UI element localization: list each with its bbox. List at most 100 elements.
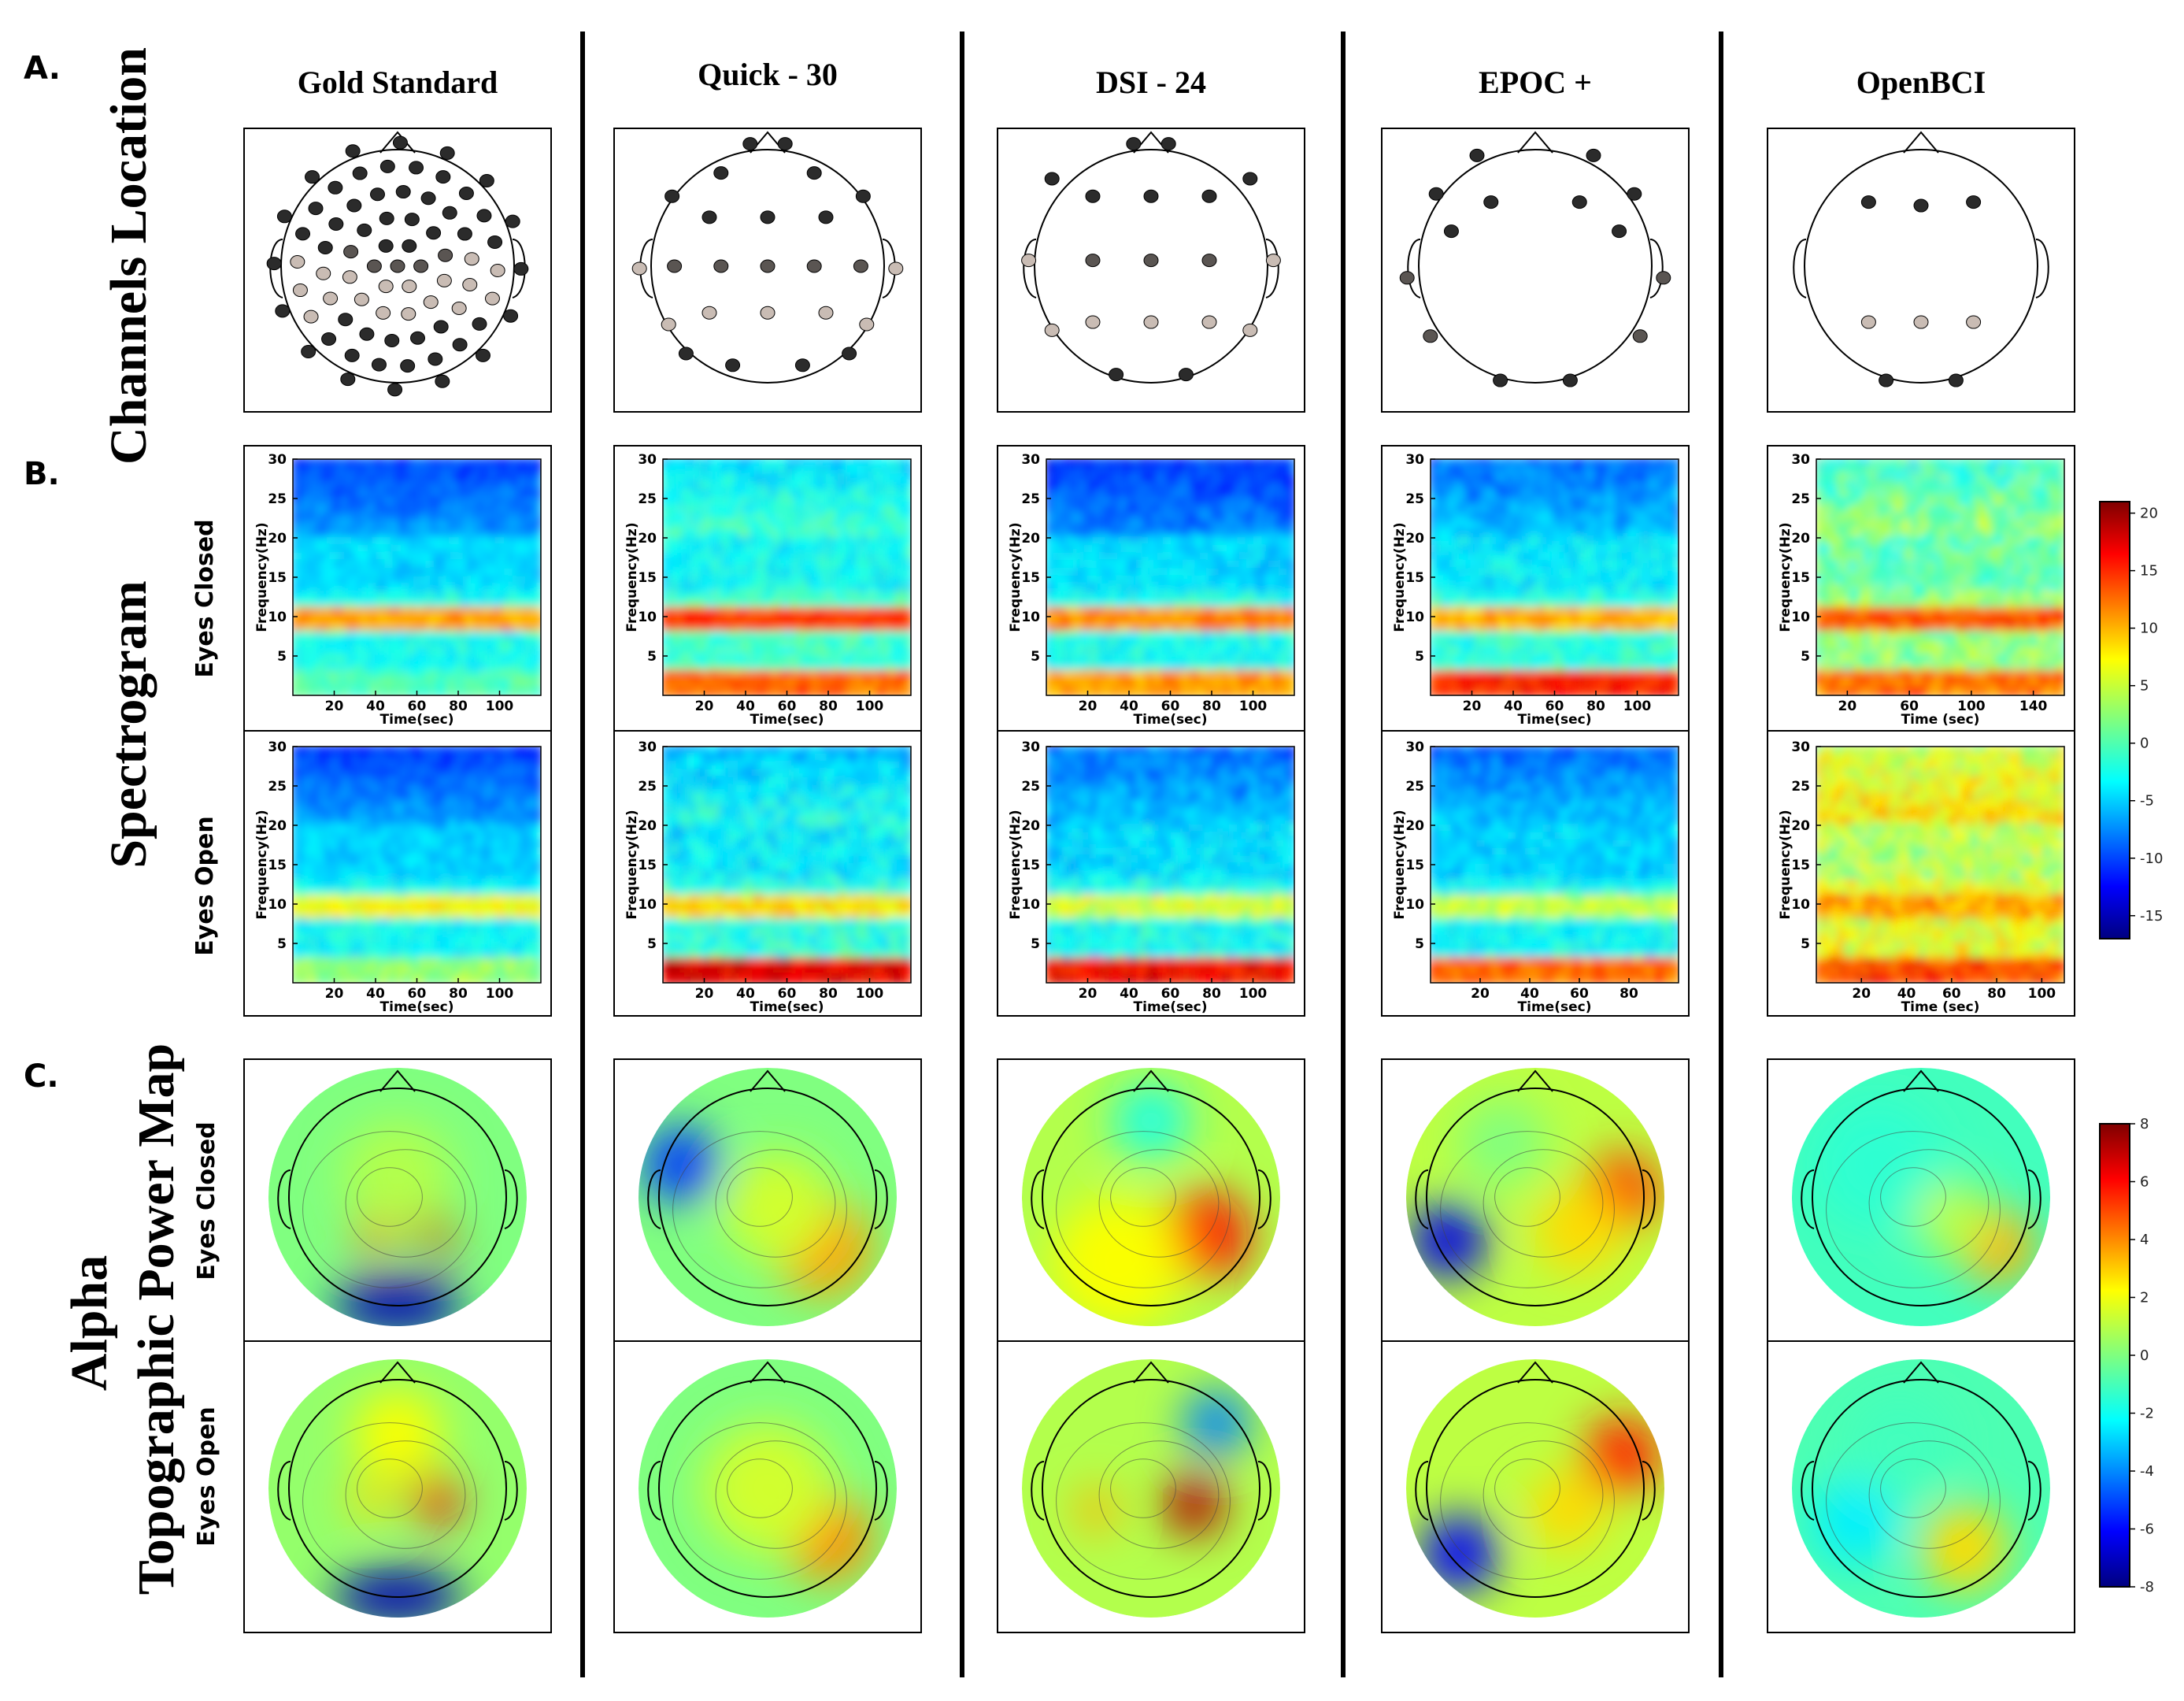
- electrode: [402, 280, 416, 293]
- electrode: [347, 199, 361, 212]
- time-tick-label: 20: [1838, 699, 1857, 714]
- time-tick-label: 20: [1471, 986, 1490, 1002]
- spectrogram-panel: 5 10 15 20 25 30 20 40 60 80 100 Time(sec) Frequency…: [1382, 446, 1689, 1016]
- electrode: [505, 215, 520, 228]
- freq-tick-label: 30: [1791, 452, 1810, 468]
- freq-tick-label: 30: [638, 739, 657, 755]
- electrode: [485, 292, 499, 305]
- electrode: [402, 308, 416, 321]
- time-tick-label: 20: [1852, 986, 1871, 1002]
- electrode: [1879, 374, 1893, 387]
- electrode: [761, 260, 775, 272]
- electrode: [1484, 196, 1498, 209]
- freq-tick-label: 15: [1791, 570, 1810, 586]
- colorbar-tick-label: 0: [2140, 1347, 2149, 1364]
- electrode: [1627, 187, 1642, 200]
- frequency-axis-label: Frequency(Hz): [1008, 810, 1024, 919]
- electrode: [679, 347, 693, 360]
- electrode: [277, 210, 291, 223]
- freq-tick-label: 5: [1801, 936, 1810, 952]
- electrode: [1470, 149, 1484, 161]
- electrode: [344, 246, 358, 258]
- electrode: [1266, 254, 1280, 267]
- topomap-panel: [244, 1059, 551, 1632]
- freq-tick-label: 10: [268, 897, 287, 913]
- freq-tick-label: 20: [268, 531, 287, 547]
- electrode: [1022, 254, 1036, 267]
- electrode: [853, 260, 868, 272]
- freq-tick-label: 20: [1791, 818, 1810, 834]
- electrode: [442, 206, 457, 219]
- electrode: [405, 213, 419, 226]
- section-label-b: B.: [24, 456, 60, 492]
- electrode: [440, 146, 454, 159]
- colorbar-tick-label: 20: [2140, 506, 2158, 522]
- electrode: [661, 318, 676, 331]
- electrode: [305, 171, 320, 183]
- channel-location-panel: [1382, 128, 1689, 412]
- electrode: [1144, 254, 1158, 267]
- freq-tick-label: 10: [1021, 897, 1040, 913]
- time-axis-label: Time(sec): [750, 999, 824, 1015]
- freq-tick-label: 25: [1791, 491, 1810, 507]
- colorbar-tick-label: -4: [2140, 1463, 2154, 1480]
- colorbar-tick-label: -15: [2140, 908, 2163, 925]
- colorbar-tick-label: 10: [2140, 621, 2158, 637]
- electrode: [296, 228, 310, 240]
- electrode: [819, 306, 833, 319]
- freq-tick-label: 25: [638, 491, 657, 507]
- electrode: [1127, 138, 1141, 150]
- time-tick-label: 100: [1239, 986, 1268, 1002]
- colorbar-tick-label: 15: [2140, 563, 2158, 580]
- electrode: [1202, 190, 1216, 202]
- electrode: [401, 360, 415, 372]
- electrode: [304, 310, 318, 323]
- electrode: [1563, 374, 1577, 387]
- electrode: [436, 171, 450, 183]
- electrode: [370, 188, 384, 201]
- electrode: [424, 296, 438, 309]
- electrode: [778, 138, 792, 150]
- freq-tick-label: 20: [638, 818, 657, 834]
- freq-tick-label: 25: [268, 491, 287, 507]
- electrode: [379, 280, 393, 293]
- freq-tick-label: 5: [277, 649, 287, 665]
- freq-tick-label: 30: [1405, 452, 1424, 468]
- electrode: [668, 260, 682, 272]
- device-column-5: OpenBCI5101520253020 60 100 140Time (sec)Fr…: [1768, 65, 2075, 1632]
- electrode: [1494, 374, 1508, 387]
- freq-tick-label: 15: [1405, 570, 1424, 586]
- freq-tick-label: 20: [638, 531, 657, 547]
- electrode: [1967, 316, 1981, 328]
- electrode: [1045, 172, 1059, 185]
- electrode: [1045, 324, 1059, 336]
- colorbar-tick-label: -10: [2140, 850, 2163, 867]
- topomap-panel: [1382, 1059, 1689, 1632]
- electrode: [726, 359, 740, 372]
- freq-tick-label: 25: [1405, 779, 1424, 795]
- freq-tick-label: 30: [1405, 739, 1424, 755]
- electrode: [1861, 316, 1875, 328]
- electrode: [514, 262, 528, 275]
- electrode: [889, 262, 903, 275]
- electrode: [339, 313, 353, 326]
- device-column-4: EPOC +5101520253020 40 60 80 100Time(sec)Fre…: [1382, 65, 1689, 1632]
- colorbar-tick-label: -6: [2140, 1521, 2154, 1538]
- electrode: [421, 192, 435, 205]
- time-tick-label: 80: [1619, 986, 1638, 1002]
- electrode: [807, 167, 821, 180]
- electrode: [357, 224, 372, 236]
- freq-tick-label: 30: [268, 452, 287, 468]
- colorbar-tick-label: -8: [2140, 1579, 2154, 1595]
- freq-tick-label: 5: [1031, 936, 1040, 952]
- electrode: [860, 318, 874, 331]
- device-name: OpenBCI: [1856, 65, 1986, 100]
- electrode: [396, 186, 410, 198]
- electrode: [453, 339, 467, 351]
- row-label-alpha: Alpha: [61, 1255, 118, 1391]
- freq-tick-label: 20: [1021, 818, 1040, 834]
- time-axis-label: Time(sec): [1518, 999, 1592, 1015]
- electrode: [367, 260, 381, 272]
- freq-tick-label: 25: [1405, 491, 1424, 507]
- time-tick-label: 100: [2028, 986, 2056, 1002]
